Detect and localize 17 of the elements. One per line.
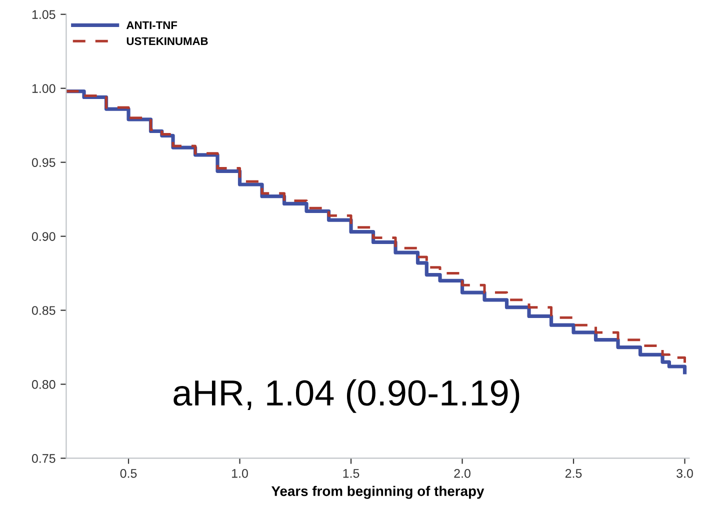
y-tick-label: 1.05 [32,10,56,19]
y-tick-label: 1.00 [32,84,56,93]
x-axis-title: Years from beginning of therapy [271,486,484,499]
legend-label: USTEKINUMAB [126,37,208,46]
x-tick-label: 1.5 [343,469,360,478]
x-tick-label: 2.5 [565,468,582,478]
y-tick-label: 0.85 [32,306,56,315]
x-tick-label: 0.5 [120,468,137,478]
y-tick-label: 0.80 [32,380,56,389]
annotation: aHR, 1.04 (0.90-1.19) [174,379,520,413]
x-tick-label: 2.0 [454,468,470,478]
y-tick-label: 0.95 [32,158,56,167]
y-tick-label: 0.75 [32,454,56,463]
legend-label: ANTI-TNF [126,21,178,30]
y-tick-label: 0.90 [32,232,56,241]
x-tick-label: 1.0 [232,468,248,478]
x-tick-label: 3.0 [676,468,693,478]
